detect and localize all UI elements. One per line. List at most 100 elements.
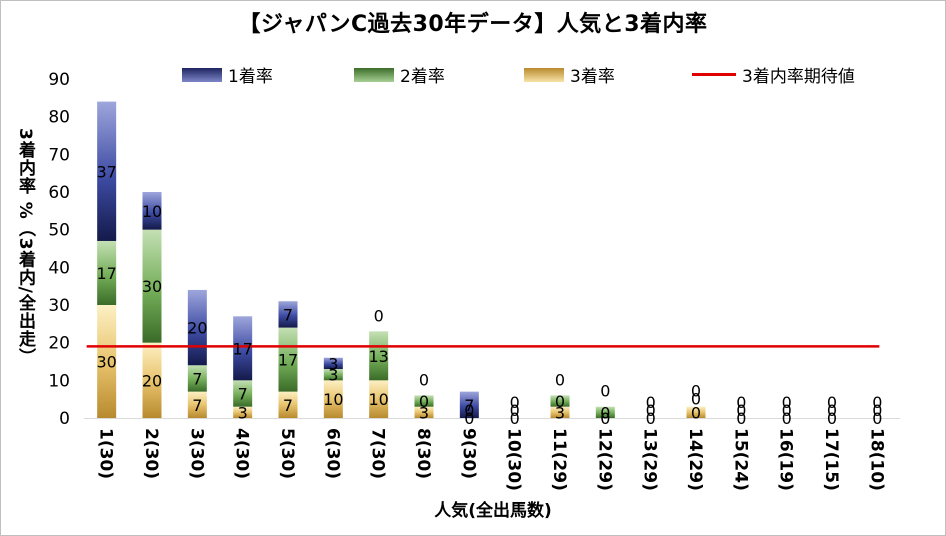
bar-2nd-1 bbox=[97, 240, 117, 305]
y-tick-label: 60 bbox=[48, 183, 70, 203]
data-label-3rd-8: 3 bbox=[419, 403, 429, 422]
y-tick-label: 70 bbox=[48, 145, 70, 165]
bar-3rd-7 bbox=[369, 380, 389, 418]
x-tick-label: 8(30) bbox=[413, 428, 433, 479]
bar-2nd-4 bbox=[233, 380, 253, 407]
data-label-1st-10: 0 bbox=[510, 393, 520, 412]
data-label-3rd-15: 0 bbox=[736, 409, 746, 428]
data-label-2nd-5: 17 bbox=[278, 351, 298, 370]
data-label-1st-2: 10 bbox=[142, 202, 162, 221]
data-label-3rd-4: 3 bbox=[238, 403, 248, 422]
data-label-1st-5: 7 bbox=[283, 305, 293, 324]
bar-1st-6 bbox=[323, 357, 343, 370]
data-label-2nd-9: 0 bbox=[464, 401, 474, 420]
data-label-1st-9: 7 bbox=[464, 396, 474, 415]
data-label-2nd-13: 0 bbox=[646, 401, 656, 420]
y-axis-title: 3着内率 %（3着内/全出走） bbox=[15, 128, 35, 366]
x-tick-label: 18(10) bbox=[866, 428, 886, 491]
data-label-2nd-4: 7 bbox=[238, 385, 248, 404]
data-label-1st-11: 0 bbox=[555, 370, 565, 389]
legend-label-2nd: 2着率 bbox=[400, 67, 445, 87]
legend-label-1st: 1着率 bbox=[228, 67, 273, 87]
data-label-1st-14: 0 bbox=[691, 382, 701, 401]
legend-label-3rd: 3着率 bbox=[570, 67, 615, 87]
chart-title: 【ジャパンC過去30年データ】人気と3着内率 bbox=[238, 12, 708, 37]
data-labels: 3017372030107720371771771033101303000070… bbox=[96, 162, 882, 428]
data-label-3rd-11: 3 bbox=[555, 403, 565, 422]
data-label-3rd-18: 0 bbox=[872, 409, 882, 428]
data-label-1st-1: 37 bbox=[96, 162, 116, 181]
bar-3rd-8 bbox=[414, 406, 434, 418]
data-label-3rd-16: 0 bbox=[782, 409, 792, 428]
legend-swatch-3rd bbox=[524, 67, 564, 82]
bar-1st-2 bbox=[142, 192, 162, 230]
data-label-1st-7: 0 bbox=[374, 306, 384, 325]
data-label-2nd-11: 0 bbox=[555, 392, 565, 411]
x-tick-label: 10(30) bbox=[504, 428, 524, 491]
legend-swatch-1st bbox=[182, 67, 222, 82]
data-label-2nd-7: 13 bbox=[368, 347, 388, 366]
legend-label-expected: 3着内率期待値 bbox=[742, 67, 855, 87]
bar-3rd-2 bbox=[142, 342, 162, 418]
data-label-2nd-8: 0 bbox=[419, 392, 429, 411]
bar-2nd-7 bbox=[369, 331, 389, 381]
data-label-1st-13: 0 bbox=[646, 393, 656, 412]
x-tick-label: 7(30) bbox=[368, 428, 388, 479]
bar-3rd-1 bbox=[97, 305, 117, 418]
bar-2nd-6 bbox=[323, 369, 343, 381]
bar-2nd-8 bbox=[414, 395, 434, 407]
x-tick-label: 1(30) bbox=[96, 428, 116, 479]
y-tick-label: 30 bbox=[48, 296, 70, 316]
data-label-3rd-13: 0 bbox=[646, 409, 656, 428]
bar-3rd-11 bbox=[550, 406, 570, 418]
data-label-2nd-1: 17 bbox=[96, 264, 116, 283]
legend-item-3rd: 3着率 bbox=[524, 62, 615, 87]
data-label-3rd-12: 0 bbox=[600, 409, 610, 428]
data-label-2nd-12: 0 bbox=[600, 403, 610, 422]
x-tick-label: 14(29) bbox=[685, 428, 705, 491]
x-tick-label: 4(30) bbox=[232, 428, 252, 479]
data-label-3rd-3: 7 bbox=[192, 396, 202, 415]
bar-1st-9 bbox=[459, 391, 479, 418]
bar-2nd-12 bbox=[595, 406, 615, 418]
data-label-1st-3: 20 bbox=[187, 319, 207, 338]
x-tick-label: 17(15) bbox=[821, 428, 841, 491]
x-tick-label: 9(30) bbox=[458, 428, 478, 479]
data-label-3rd-5: 7 bbox=[283, 396, 293, 415]
y-tick-label: 10 bbox=[48, 371, 70, 391]
bar-2nd-2 bbox=[142, 229, 162, 343]
data-label-3rd-6: 10 bbox=[323, 390, 343, 409]
data-label-2nd-2: 30 bbox=[142, 277, 162, 296]
legend-item-expected: 3着内率期待値 bbox=[692, 62, 855, 87]
y-tick-label: 50 bbox=[48, 221, 70, 241]
data-label-3rd-7: 10 bbox=[368, 390, 388, 409]
bar-3rd-5 bbox=[278, 391, 298, 418]
data-label-1st-18: 0 bbox=[872, 393, 882, 412]
data-label-2nd-15: 0 bbox=[736, 401, 746, 420]
data-label-1st-8: 0 bbox=[419, 370, 429, 389]
y-tick-label: 90 bbox=[48, 70, 70, 90]
data-label-1st-12: 0 bbox=[600, 382, 610, 401]
legend-item-2nd: 2着率 bbox=[354, 62, 445, 87]
bar-3rd-4 bbox=[233, 406, 253, 418]
bar-3rd-3 bbox=[187, 391, 207, 418]
data-label-2nd-14: 0 bbox=[691, 390, 701, 409]
data-label-3rd-17: 0 bbox=[827, 409, 837, 428]
data-label-2nd-18: 0 bbox=[872, 401, 882, 420]
y-tick-label: 40 bbox=[48, 258, 70, 278]
bars bbox=[97, 101, 706, 418]
data-label-3rd-14: 0 bbox=[691, 403, 701, 422]
x-axis-title: 人気(全出馬数) bbox=[434, 501, 552, 521]
data-label-3rd-10: 0 bbox=[510, 409, 520, 428]
data-label-2nd-3: 7 bbox=[192, 369, 202, 388]
x-tick-label: 11(29) bbox=[549, 428, 569, 491]
data-label-1st-15: 0 bbox=[736, 393, 746, 412]
legend-swatch-2nd bbox=[354, 67, 394, 82]
y-tick-label: 20 bbox=[48, 334, 70, 354]
data-label-1st-16: 0 bbox=[782, 393, 792, 412]
x-tick-label: 3(30) bbox=[186, 428, 206, 479]
legend: 1着率 2着率 3着率 3着内率期待値 bbox=[182, 62, 902, 87]
data-label-3rd-9: 0 bbox=[464, 409, 474, 428]
x-tick-label: 2(30) bbox=[141, 428, 161, 479]
